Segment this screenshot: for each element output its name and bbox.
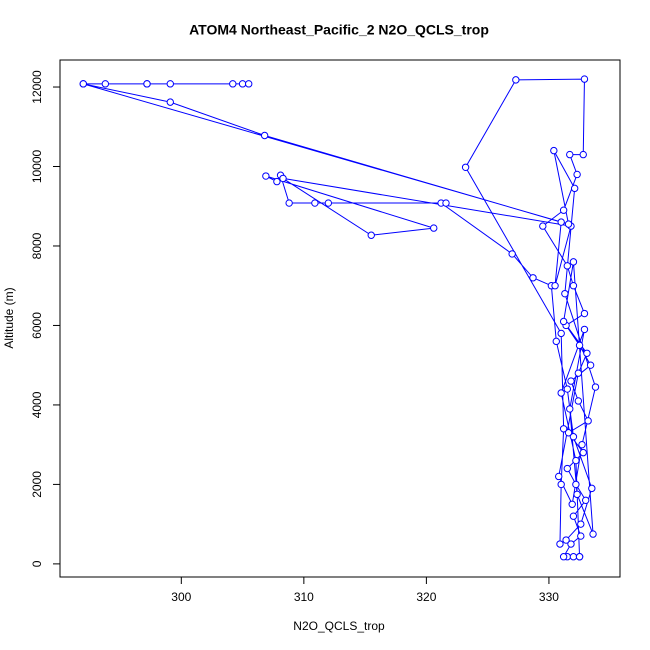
data-point: [559, 553, 568, 561]
data-point: [166, 80, 174, 88]
data-point: [556, 540, 564, 548]
data-point: [563, 385, 572, 393]
data-point: [166, 98, 174, 106]
data-point: [581, 496, 590, 505]
data-point: [245, 80, 253, 88]
chart-title: ATOM4 Northeast_Pacific_2 N2O_QCLS_trop: [189, 22, 489, 38]
data-point: [430, 224, 438, 232]
y-tick-label: 6000: [30, 312, 44, 339]
data-point: [574, 397, 583, 405]
data-point: [567, 540, 575, 548]
data-point: [580, 309, 589, 318]
data-point: [562, 536, 570, 544]
y-tick-label: 8000: [30, 232, 44, 259]
data-point: [555, 472, 563, 481]
y-tick-label: 2000: [30, 471, 44, 498]
data-point: [569, 433, 578, 441]
data-point: [580, 325, 589, 334]
data-point: [563, 464, 572, 473]
data-point: [586, 361, 595, 369]
data-point: [229, 80, 237, 88]
data-point: [279, 174, 287, 183]
data-point: [551, 282, 559, 290]
y-tick-label: 12000: [30, 70, 44, 104]
data-point: [579, 150, 587, 159]
data-point: [575, 553, 584, 561]
data-point: [569, 258, 578, 266]
data-point: [566, 150, 574, 159]
data-point: [557, 218, 565, 226]
data-point: [559, 206, 568, 214]
plot-frame: [59, 59, 621, 578]
data-point: [568, 500, 576, 508]
data-point: [561, 289, 569, 298]
data-point: [552, 337, 560, 346]
data-point: [573, 170, 581, 179]
data-point: [285, 199, 293, 207]
x-tick-label: 330: [539, 590, 559, 604]
data-point: [238, 80, 247, 88]
data-point: [577, 532, 585, 540]
data-point: [572, 456, 580, 465]
x-tick-label: 310: [294, 590, 314, 604]
data-point: [273, 177, 281, 186]
data-point: [577, 520, 585, 528]
x-tick-label: 300: [171, 590, 191, 604]
data-point: [557, 389, 565, 397]
data-point: [442, 199, 450, 207]
data-point: [578, 440, 586, 449]
data-point: [589, 530, 597, 538]
data-point: [260, 131, 269, 140]
data-point: [572, 480, 580, 489]
x-axis-label: N2O_QCLS_trop: [293, 619, 385, 633]
data-point: [583, 349, 591, 357]
data-point: [367, 231, 375, 239]
data-point: [567, 377, 575, 385]
x-tick-label: 320: [416, 590, 436, 604]
data-point: [591, 383, 600, 391]
data-point: [570, 184, 579, 193]
data-point: [588, 484, 596, 493]
data-point: [574, 369, 583, 377]
data-point: [461, 163, 470, 171]
y-tick-label: 10000: [30, 149, 44, 183]
y-tick-label: 0: [30, 560, 44, 567]
data-point: [508, 250, 516, 258]
data-point: [569, 282, 578, 290]
data-point: [569, 553, 578, 561]
data-point: [563, 262, 572, 270]
data-point: [539, 222, 547, 230]
data-point: [557, 480, 565, 489]
data-point: [324, 199, 333, 207]
data-point: [79, 80, 87, 88]
data-point: [573, 490, 581, 499]
data-point: [143, 80, 151, 88]
data-point: [580, 75, 589, 83]
data-point: [564, 220, 573, 228]
data-point: [569, 512, 578, 520]
data-point: [575, 341, 584, 350]
data-point: [559, 317, 568, 326]
data-point: [529, 274, 537, 282]
data-point: [311, 199, 319, 207]
data-point: [557, 329, 565, 338]
y-axis-label: Altitude (m): [2, 287, 16, 348]
data-point: [559, 425, 568, 433]
y-tick-label: 4000: [30, 391, 44, 418]
data-point: [584, 417, 592, 425]
data-point: [564, 429, 573, 437]
data-point: [566, 405, 574, 413]
data-point: [579, 448, 587, 457]
data-point: [101, 80, 110, 88]
data-point: [550, 146, 558, 155]
data-point: [262, 172, 270, 180]
data-point: [512, 76, 520, 84]
